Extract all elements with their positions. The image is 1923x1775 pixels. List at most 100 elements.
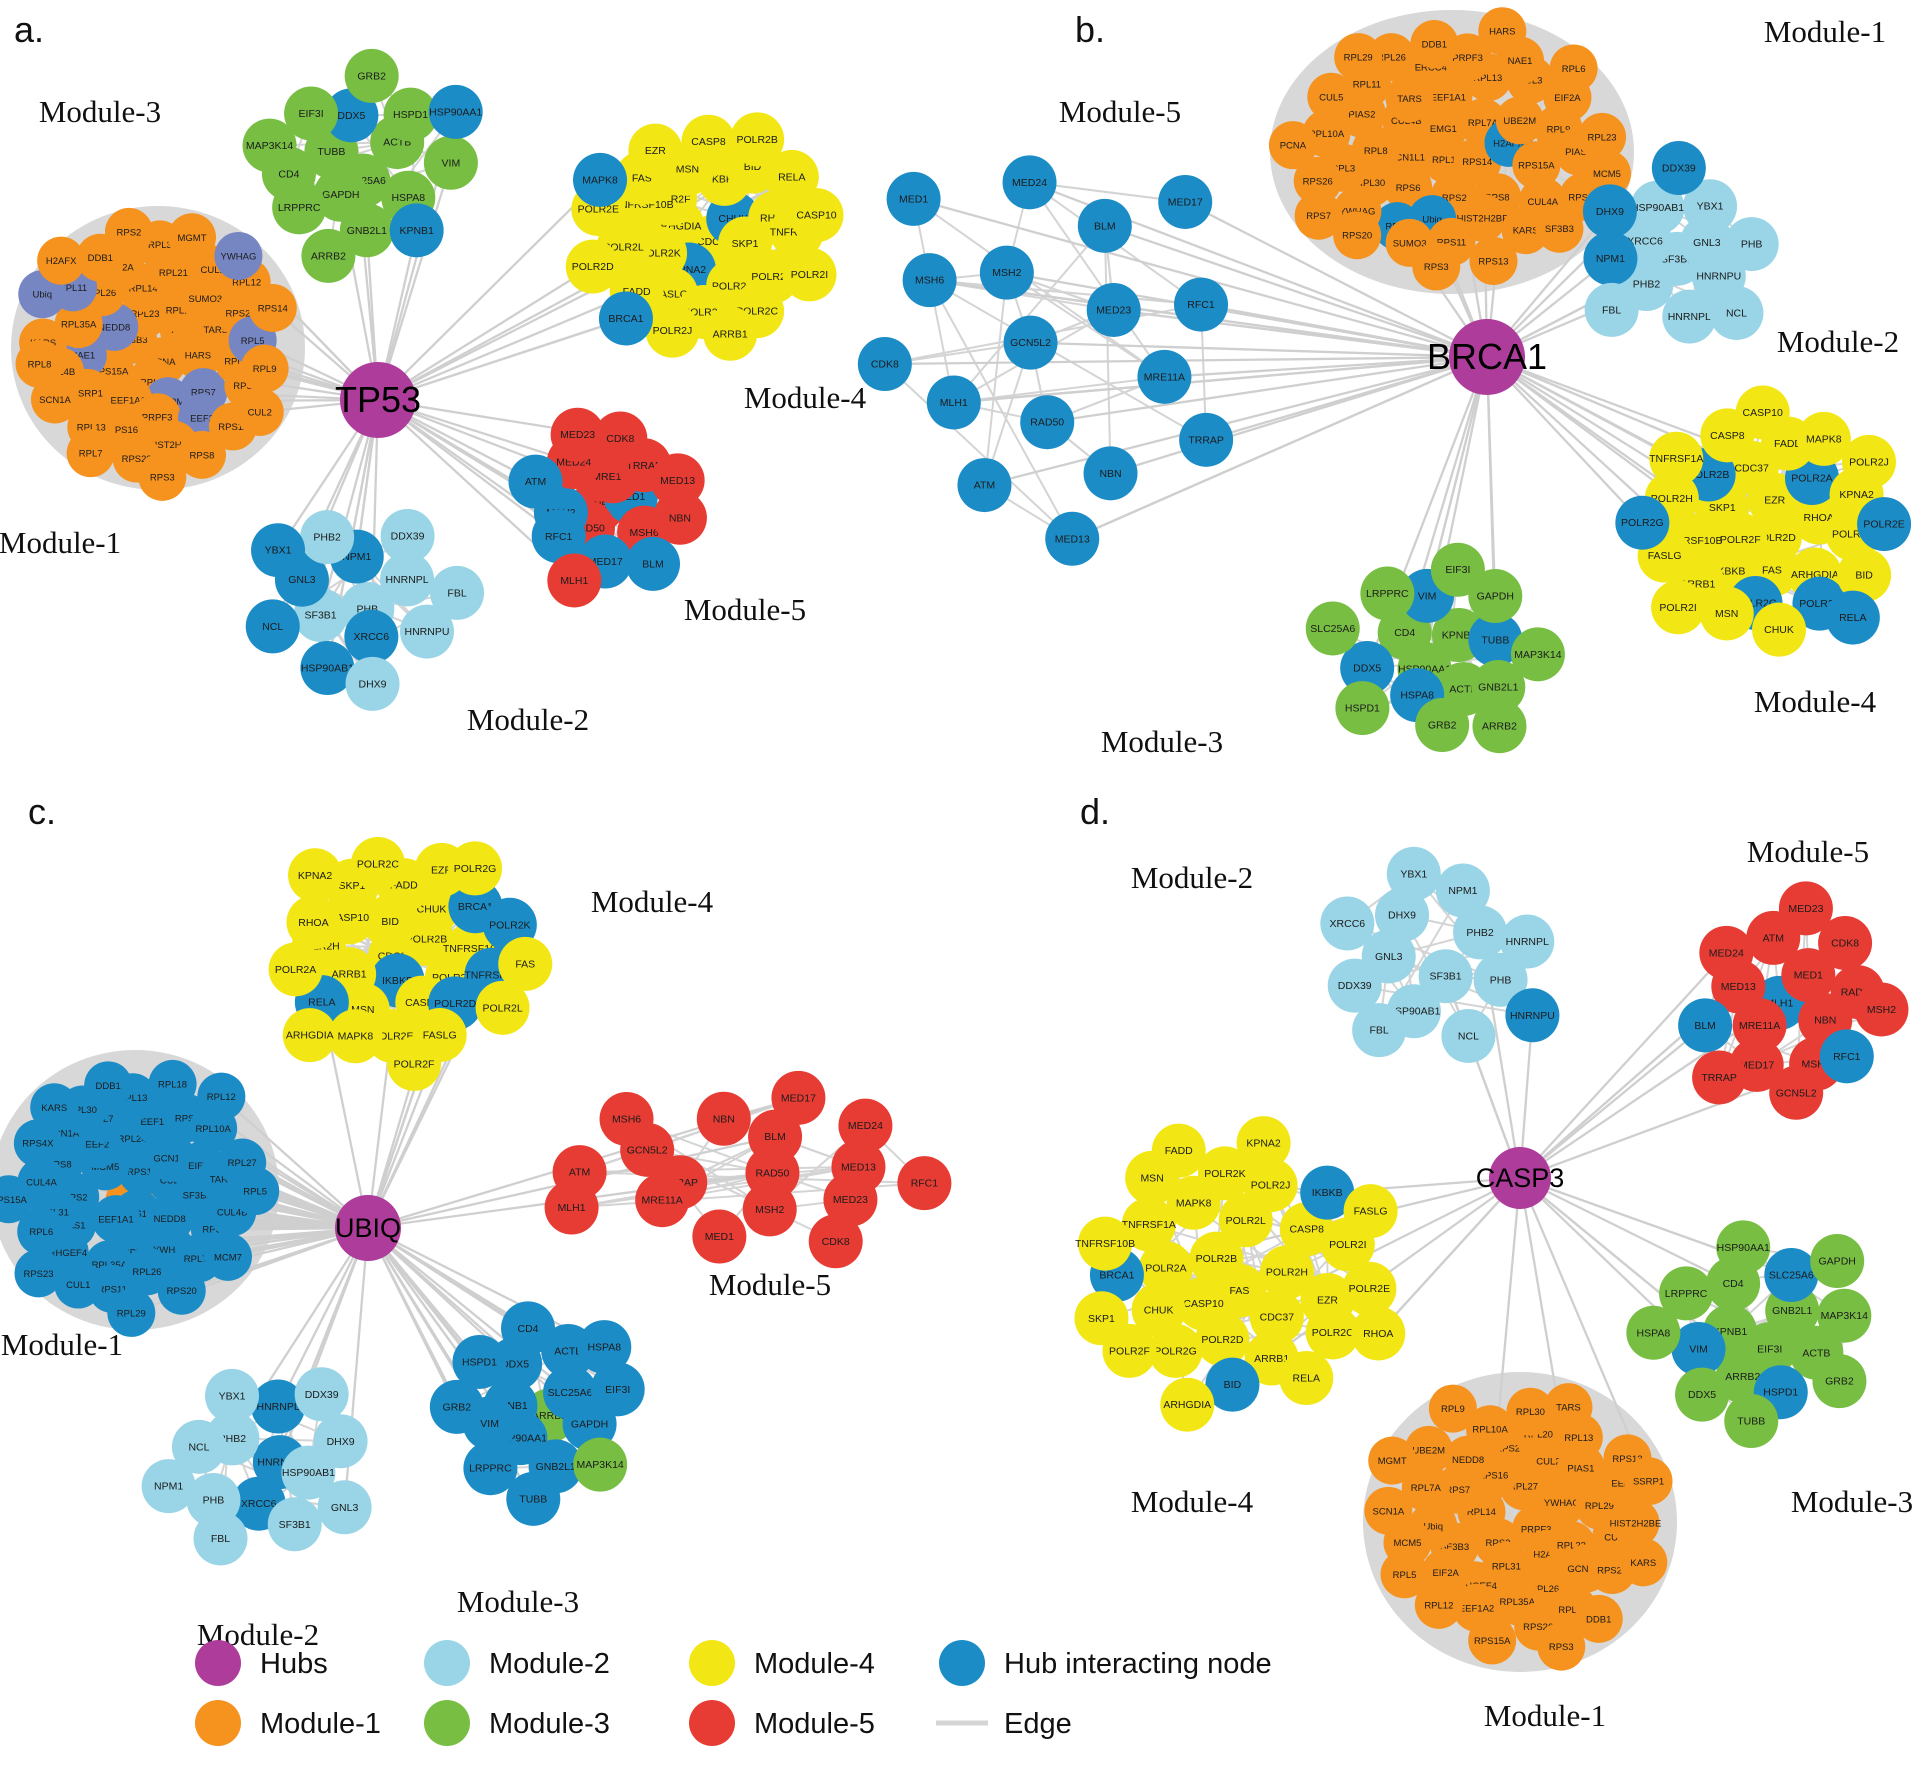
node-RPL29[interactable] [1334,33,1383,82]
node-NBN[interactable] [696,1091,751,1146]
node-GAPDH[interactable] [1468,569,1523,624]
node-RPL35A[interactable] [54,300,103,349]
node-POLR2E[interactable] [1857,497,1912,552]
node-RPS2[interactable] [104,207,153,256]
node-POLR2K[interactable] [1197,1146,1252,1201]
node-XRCC6[interactable] [1320,896,1375,951]
node-LRPPRC[interactable] [463,1441,518,1496]
node-MED1[interactable] [886,171,941,226]
node-PCNA[interactable] [1268,121,1317,170]
node-VIM[interactable] [1671,1321,1726,1376]
node-MSH6[interactable] [902,253,957,308]
node-UBE2M[interactable] [1495,96,1544,145]
node-TARS[interactable] [1544,1383,1593,1432]
node-POLR2J[interactable] [1243,1158,1298,1213]
node-RPL26[interactable] [1367,33,1416,82]
node-GCN5L2[interactable] [1003,315,1058,370]
node-GNB2L1[interactable] [1471,660,1526,715]
node-POLR2D[interactable] [1195,1312,1250,1367]
node-MED23[interactable] [1778,881,1833,936]
node-HSP90AB1[interactable] [300,641,355,696]
node-VIM[interactable] [423,135,478,190]
node-MED17[interactable] [771,1070,826,1125]
node-CDK8[interactable] [808,1214,863,1269]
node-RPS15A[interactable] [1468,1616,1517,1665]
node-RPS3[interactable] [1412,242,1461,291]
node-NCL[interactable] [1709,285,1764,340]
node-ARHGDIA[interactable] [1160,1377,1215,1432]
node-CDC37[interactable] [1249,1290,1304,1345]
node-CDK8[interactable] [857,337,912,392]
node-TRRAP[interactable] [1179,412,1234,467]
hub-node-TP53[interactable] [340,362,416,438]
node-MED23[interactable] [1086,282,1141,337]
node-MAP3K14[interactable] [1817,1288,1872,1343]
node-DDX39[interactable] [1651,141,1706,196]
node-HSP90AB1[interactable] [1630,180,1685,235]
node-CDK8[interactable] [593,411,648,466]
node-MED13[interactable] [1045,511,1100,566]
node-GRB2[interactable] [1812,1354,1867,1409]
node-PHB2[interactable] [300,510,355,565]
node-RPS15A[interactable] [1512,141,1561,190]
node-POLR2H[interactable] [1259,1245,1314,1300]
node-RPS3[interactable] [138,452,187,501]
node-POLR2G[interactable] [448,841,503,896]
node-MGMT[interactable] [168,213,217,262]
node-SCN1A[interactable] [1364,1486,1413,1535]
node-LRPPRC[interactable] [1360,566,1415,621]
node-HSPD1[interactable] [383,87,438,142]
node-KARS[interactable] [30,1083,79,1132]
node-MED23[interactable] [550,407,605,462]
node-MAPK8[interactable] [573,152,628,207]
node-YBX1[interactable] [251,523,306,578]
node-BLM[interactable] [748,1109,803,1164]
node-HSPD1[interactable] [452,1334,507,1389]
node-MSH6[interactable] [599,1091,654,1146]
node-YBX1[interactable] [1683,179,1738,234]
node-EIF3I[interactable] [590,1362,645,1417]
node-ARRB2[interactable] [1472,699,1527,754]
node-MED24[interactable] [1699,925,1754,980]
hub-node-CASP3[interactable] [1489,1147,1551,1209]
node-NBN[interactable] [1083,446,1138,501]
node-MED23[interactable] [823,1172,878,1227]
node-POLR2A[interactable] [1138,1241,1193,1296]
node-POLR2I[interactable] [782,247,837,302]
node-RPS26[interactable] [1293,156,1342,205]
node-SLC25A6[interactable] [1764,1248,1819,1303]
node-RPL7[interactable] [66,429,115,478]
node-RPL8[interactable] [15,339,64,388]
node-UBE2M[interactable] [1404,1425,1453,1474]
node-GAPDH[interactable] [1810,1234,1865,1289]
node-GRB2[interactable] [1415,698,1470,753]
node-RPL30[interactable] [1506,1387,1555,1436]
node-MGMT[interactable] [1368,1436,1417,1485]
node-RPS8[interactable] [177,430,226,479]
node-RPS7[interactable] [1294,191,1343,240]
node-POLR2F[interactable] [387,1036,442,1091]
node-TUBB[interactable] [1468,612,1523,667]
node-HSPD1[interactable] [1335,681,1390,736]
node-HNRNPU[interactable] [399,604,454,659]
node-ARRB2[interactable] [301,228,356,283]
node-SF3B3[interactable] [1535,204,1584,253]
node-HNRNPL[interactable] [380,552,435,607]
node-RPS20[interactable] [1333,211,1382,260]
node-MAP3K14[interactable] [573,1437,628,1492]
node-RPL23[interactable] [1578,112,1627,161]
node-RPS15A[interactable] [0,1175,33,1224]
node-RELA[interactable] [764,149,819,204]
node-HNRNPL[interactable] [1500,914,1555,969]
node-POLR2B[interactable] [730,112,785,167]
node-BRCA1[interactable] [598,291,653,346]
node-TUBB[interactable] [506,1471,561,1526]
node-CASP10[interactable] [789,188,844,243]
node-TRRAP[interactable] [1692,1050,1747,1105]
node-POLR2G[interactable] [1615,495,1670,550]
node-POLR2G[interactable] [1148,1323,1203,1378]
node-BID[interactable] [1837,548,1892,603]
node-POLR2I[interactable] [1651,580,1706,635]
node-CUL5[interactable] [1307,72,1356,121]
node-FBL[interactable] [1352,1003,1407,1058]
